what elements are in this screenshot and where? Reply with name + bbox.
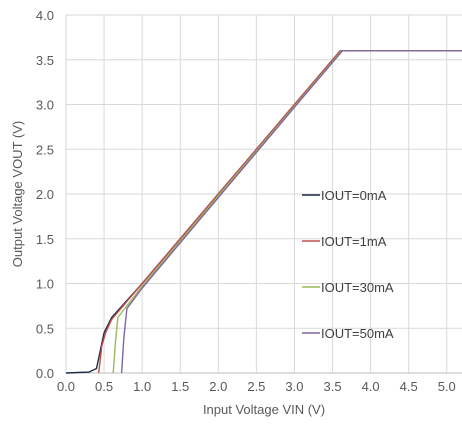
x-tick-label: 5.0 <box>438 379 456 394</box>
series-group <box>65 50 462 374</box>
x-tick-label: 1.5 <box>171 379 189 394</box>
x-axis: 0.0 0.5 1.0 1.5 2.0 2.5 3.0 3.5 4.0 4.5 5.0 <box>57 379 456 394</box>
x-axis-title: Input Voltage VIN (V) <box>203 402 325 417</box>
series-line-1 <box>98 50 462 374</box>
x-tick-label: 2.5 <box>247 379 265 394</box>
y-axis-title: Output Voltage VOUT (V) <box>10 121 25 267</box>
x-tick-label: 1.0 <box>133 379 151 394</box>
legend-label: IOUT=30mA <box>321 280 394 295</box>
y-tick-label: 1.0 <box>36 277 54 292</box>
y-tick-label: 3.5 <box>36 53 54 68</box>
x-tick-label: 0.0 <box>57 379 75 394</box>
x-tick-label: 3.5 <box>323 379 341 394</box>
y-tick-label: 4.0 <box>36 8 54 23</box>
series-line-2 <box>112 50 462 374</box>
y-tick-label: 3.0 <box>36 98 54 113</box>
y-axis: 0.0 0.5 1.0 1.5 2.0 2.5 3.0 3.5 4.0 <box>36 8 54 381</box>
series-line-3 <box>120 50 462 374</box>
legend: IOUT=0mA IOUT=1mA IOUT=30mA IOUT=50mA <box>302 188 394 341</box>
y-tick-label: 0.5 <box>36 321 54 336</box>
legend-label: IOUT=1mA <box>321 234 387 249</box>
y-tick-label: 1.5 <box>36 232 54 247</box>
x-tick-label: 4.0 <box>362 379 380 394</box>
x-tick-label: 3.0 <box>285 379 303 394</box>
x-tick-label: 2.0 <box>209 379 227 394</box>
y-tick-label: 2.5 <box>36 142 54 157</box>
x-tick-label: 0.5 <box>95 379 113 394</box>
x-tick-label: 4.5 <box>400 379 418 394</box>
legend-label: IOUT=0mA <box>321 188 387 203</box>
y-tick-label: 2.0 <box>36 187 54 202</box>
legend-label: IOUT=50mA <box>321 326 394 341</box>
y-tick-label: 0.0 <box>36 366 54 381</box>
